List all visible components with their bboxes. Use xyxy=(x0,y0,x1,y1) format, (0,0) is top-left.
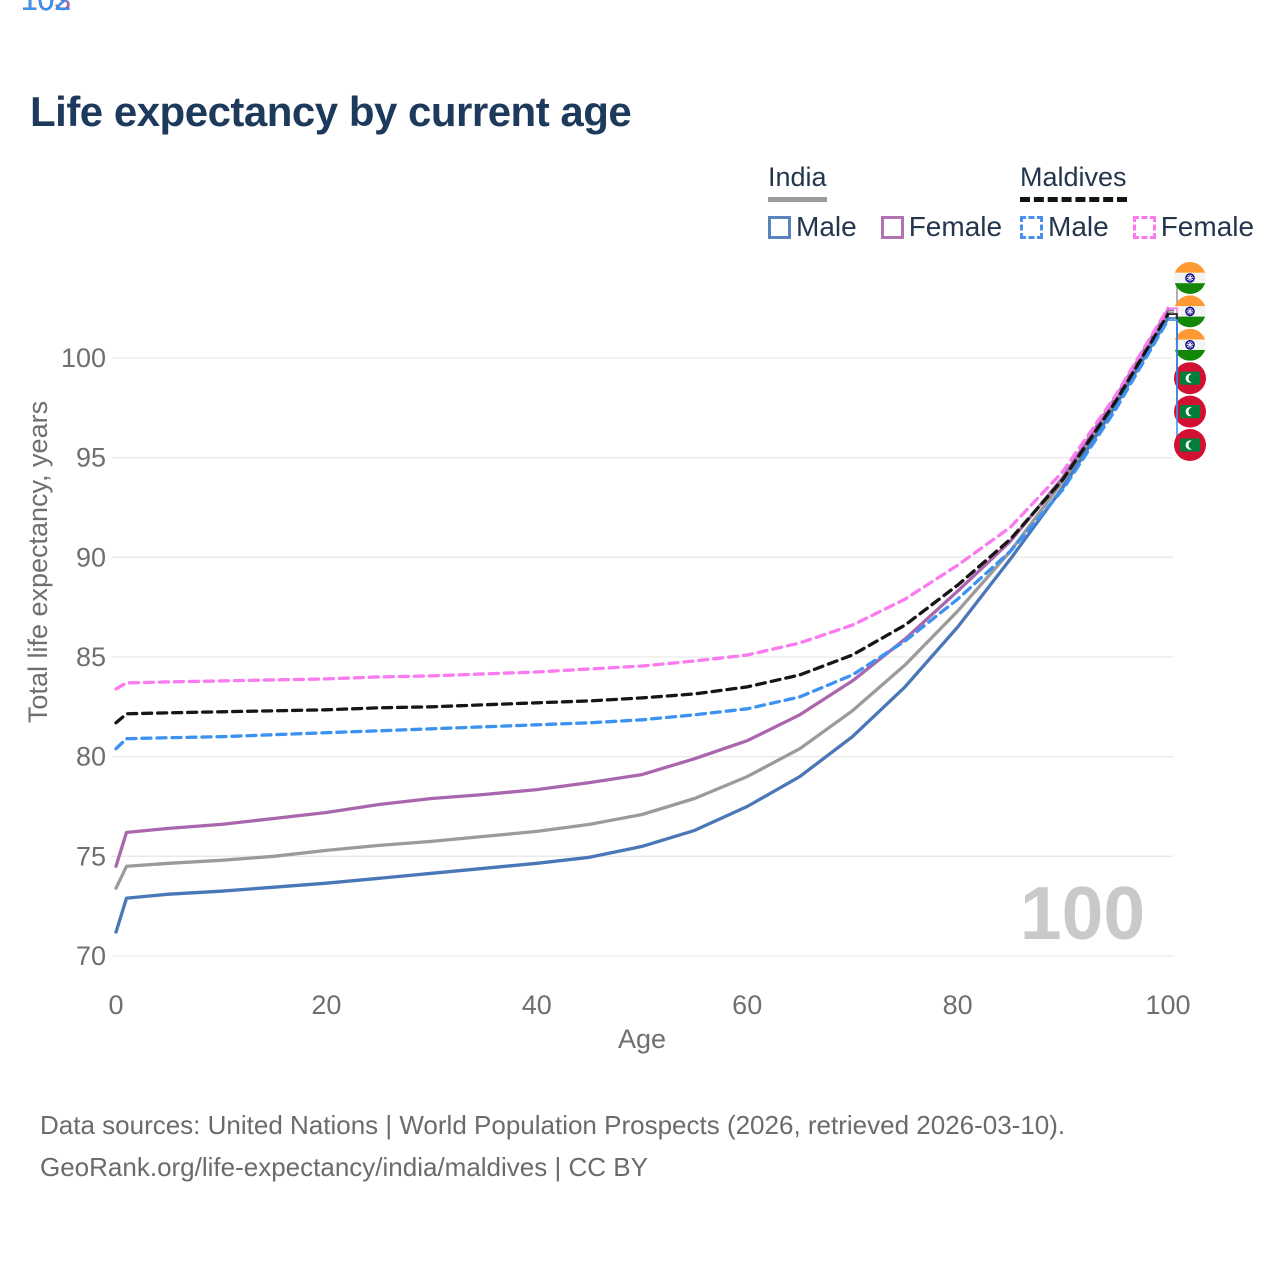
current-age-watermark: 100 xyxy=(1019,871,1146,955)
footer-attribution: GeoRank.org/life-expectancy/india/maldiv… xyxy=(40,1152,648,1182)
legend-item-maldives-male[interactable]: Male xyxy=(1020,211,1109,243)
end-label-value: 103 xyxy=(21,0,71,17)
legend-maldives: Maldives Male Female xyxy=(1020,162,1254,243)
legend-maldives-row: Male Female xyxy=(1020,211,1254,243)
legend-item-india-female[interactable]: Female xyxy=(880,211,1003,243)
india-flag-icon xyxy=(1174,262,1206,294)
india-flag-icon xyxy=(1174,328,1206,361)
end-label-value: 102 xyxy=(21,0,71,17)
y-tick-75: 75 xyxy=(76,841,106,871)
maldives-flag-icon xyxy=(1174,362,1206,395)
y-tick-100: 100 xyxy=(61,343,106,373)
page-title: Life expectancy by current age xyxy=(30,88,632,135)
series-line-india-female[interactable] xyxy=(114,308,1170,868)
legend-item-maldives-female[interactable]: Female xyxy=(1132,211,1255,243)
legend-india-row: Male Female xyxy=(768,211,1002,243)
footer: Data sources: United Nations | World Pop… xyxy=(40,1104,1065,1188)
legend-india-female-label: Female xyxy=(908,211,1003,242)
x-tick-20: 20 xyxy=(311,990,341,1020)
x-tick-0: 0 xyxy=(108,990,123,1020)
x-axis-label: Age xyxy=(618,1024,666,1054)
series-line-india-male[interactable] xyxy=(114,316,1170,934)
x-tick-80: 80 xyxy=(943,990,973,1020)
footer-data-sources: Data sources: United Nations | World Pop… xyxy=(40,1110,1066,1140)
end-label-value: 102 xyxy=(21,0,71,17)
end-label-value: 103 xyxy=(21,0,71,17)
india-male-swatch-icon xyxy=(768,215,791,239)
maldives-flag-icon xyxy=(1174,429,1206,461)
y-tick-85: 85 xyxy=(76,642,106,672)
series-line-maldives-female[interactable] xyxy=(114,306,1170,691)
series-line-maldives-male[interactable] xyxy=(114,318,1170,751)
end-label-connector xyxy=(1168,313,1183,413)
y-tick-70: 70 xyxy=(76,941,106,971)
y-tick-80: 80 xyxy=(76,742,106,772)
legend-item-india-male[interactable]: Male xyxy=(768,211,857,243)
y-axis-label: Total life expectancy, years xyxy=(23,401,53,723)
y-tick-95: 95 xyxy=(76,443,106,473)
maldives-male-swatch-icon xyxy=(1020,215,1043,239)
maldives-flag-icon xyxy=(1174,395,1206,428)
end-label-value: 102 xyxy=(21,0,71,17)
end-label-value: 102 xyxy=(21,0,71,17)
maldives-female-swatch-icon xyxy=(1132,215,1156,239)
india-female-swatch-icon xyxy=(880,215,904,239)
legend-india: India Male Female xyxy=(768,162,1002,243)
legend-maldives-heading[interactable]: Maldives xyxy=(1020,162,1127,202)
y-tick-90: 90 xyxy=(76,542,106,572)
legend-maldives-female-label: Female xyxy=(1160,211,1255,242)
series-line-india-total[interactable] xyxy=(114,310,1170,890)
legend-india-heading[interactable]: India xyxy=(768,162,827,202)
legend-india-male-label: Male xyxy=(796,211,857,242)
india-flag-icon xyxy=(1174,295,1206,328)
legend-maldives-male-label: Male xyxy=(1048,211,1109,242)
x-tick-40: 40 xyxy=(522,990,552,1020)
series-line-maldives-total[interactable] xyxy=(114,312,1170,725)
x-tick-100: 100 xyxy=(1145,990,1190,1020)
x-tick-60: 60 xyxy=(732,990,762,1020)
